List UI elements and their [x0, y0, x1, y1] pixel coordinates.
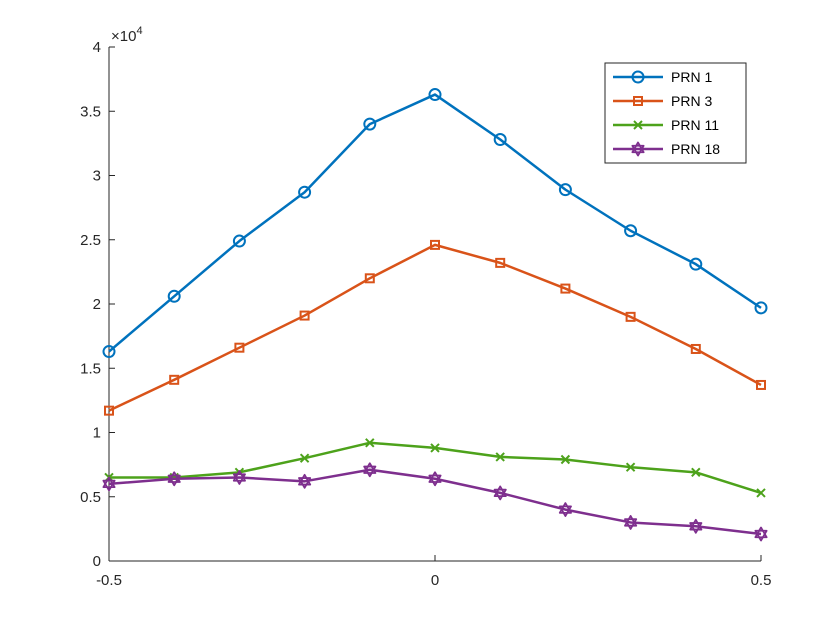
- y-exponent-base: ×10: [111, 28, 136, 45]
- data-point: [299, 310, 310, 321]
- legend-marker: [631, 141, 645, 157]
- series-line: [108, 243, 762, 412]
- y-tick-label: 0.5: [80, 489, 101, 506]
- legend-entry: PRN 1: [613, 69, 712, 85]
- y-tick-label: 1: [93, 425, 101, 442]
- data-point: [428, 471, 442, 487]
- data-point: [298, 185, 312, 199]
- data-point: [493, 485, 507, 501]
- y-exponent-power: 4: [136, 25, 142, 37]
- legend-entry: PRN 11: [613, 117, 719, 133]
- legend-box: [604, 62, 747, 164]
- y-tick-label: 4: [93, 39, 101, 56]
- legend-marker: [631, 70, 645, 84]
- data-point: [754, 301, 768, 315]
- data-point: [167, 289, 181, 303]
- series-layer: [102, 88, 768, 542]
- series-line: [108, 93, 762, 353]
- legend-entry: PRN 3: [613, 93, 712, 109]
- data-point: [363, 117, 377, 131]
- data-point: [690, 343, 701, 354]
- legend-marker: [633, 96, 643, 106]
- x-tick-label: -0.5: [96, 572, 122, 589]
- axes: 00.511.522.533.54-0.5 0 0.5×104: [80, 25, 771, 589]
- data-point: [624, 515, 638, 530]
- data-point: [167, 471, 181, 487]
- data-point: [560, 283, 571, 294]
- data-point: [689, 257, 703, 271]
- data-point: [232, 470, 246, 485]
- y-tick-label: 0: [93, 553, 101, 570]
- series-prn-18: [102, 462, 768, 542]
- legend-label: PRN 1: [671, 69, 712, 85]
- data-point: [102, 345, 116, 359]
- data-point: [298, 473, 312, 489]
- data-point: [234, 342, 245, 353]
- y-tick-label: 2.5: [80, 232, 101, 249]
- data-point: [691, 467, 701, 478]
- x-tick-label: 0: [431, 572, 439, 589]
- legend-label: PRN 11: [671, 117, 719, 133]
- legend: PRN 1 PRN 3 PRN 11 PRN 18: [604, 62, 747, 164]
- data-point: [169, 374, 180, 385]
- data-point: [558, 502, 572, 517]
- series-line: [108, 468, 762, 536]
- data-point: [428, 88, 442, 102]
- data-point: [104, 405, 114, 416]
- data-point: [624, 224, 638, 238]
- legend-entry: PRN 18: [613, 141, 720, 157]
- y-tick-label: 3: [93, 168, 101, 185]
- data-point: [299, 453, 310, 463]
- data-point: [363, 462, 377, 478]
- data-point: [232, 234, 246, 248]
- data-point: [754, 526, 768, 542]
- data-point: [756, 379, 766, 390]
- data-point: [365, 438, 375, 448]
- data-point: [102, 476, 116, 492]
- series-prn-1: [102, 88, 768, 359]
- data-point: [625, 311, 636, 322]
- y-tick-label: 1.5: [80, 360, 101, 377]
- legend-marker: [633, 120, 643, 130]
- data-point: [364, 273, 375, 284]
- data-point: [495, 257, 506, 268]
- legend-label: PRN 18: [671, 141, 720, 157]
- y-tick-label: 2: [93, 296, 101, 313]
- data-point: [558, 183, 572, 197]
- data-point: [495, 452, 505, 462]
- data-point: [625, 462, 636, 472]
- data-point: [689, 518, 703, 534]
- data-point: [493, 133, 507, 147]
- y-tick-label: 3.5: [80, 103, 101, 120]
- data-point: [430, 443, 440, 453]
- data-point: [560, 454, 571, 465]
- series-prn-11: [104, 438, 766, 498]
- data-point: [756, 488, 766, 498]
- legend-label: PRN 3: [671, 93, 712, 109]
- data-point: [430, 239, 440, 250]
- x-tick-label: 0.5: [751, 572, 772, 589]
- y-exponent-label: ×104: [111, 25, 143, 45]
- series-prn-3: [104, 239, 766, 416]
